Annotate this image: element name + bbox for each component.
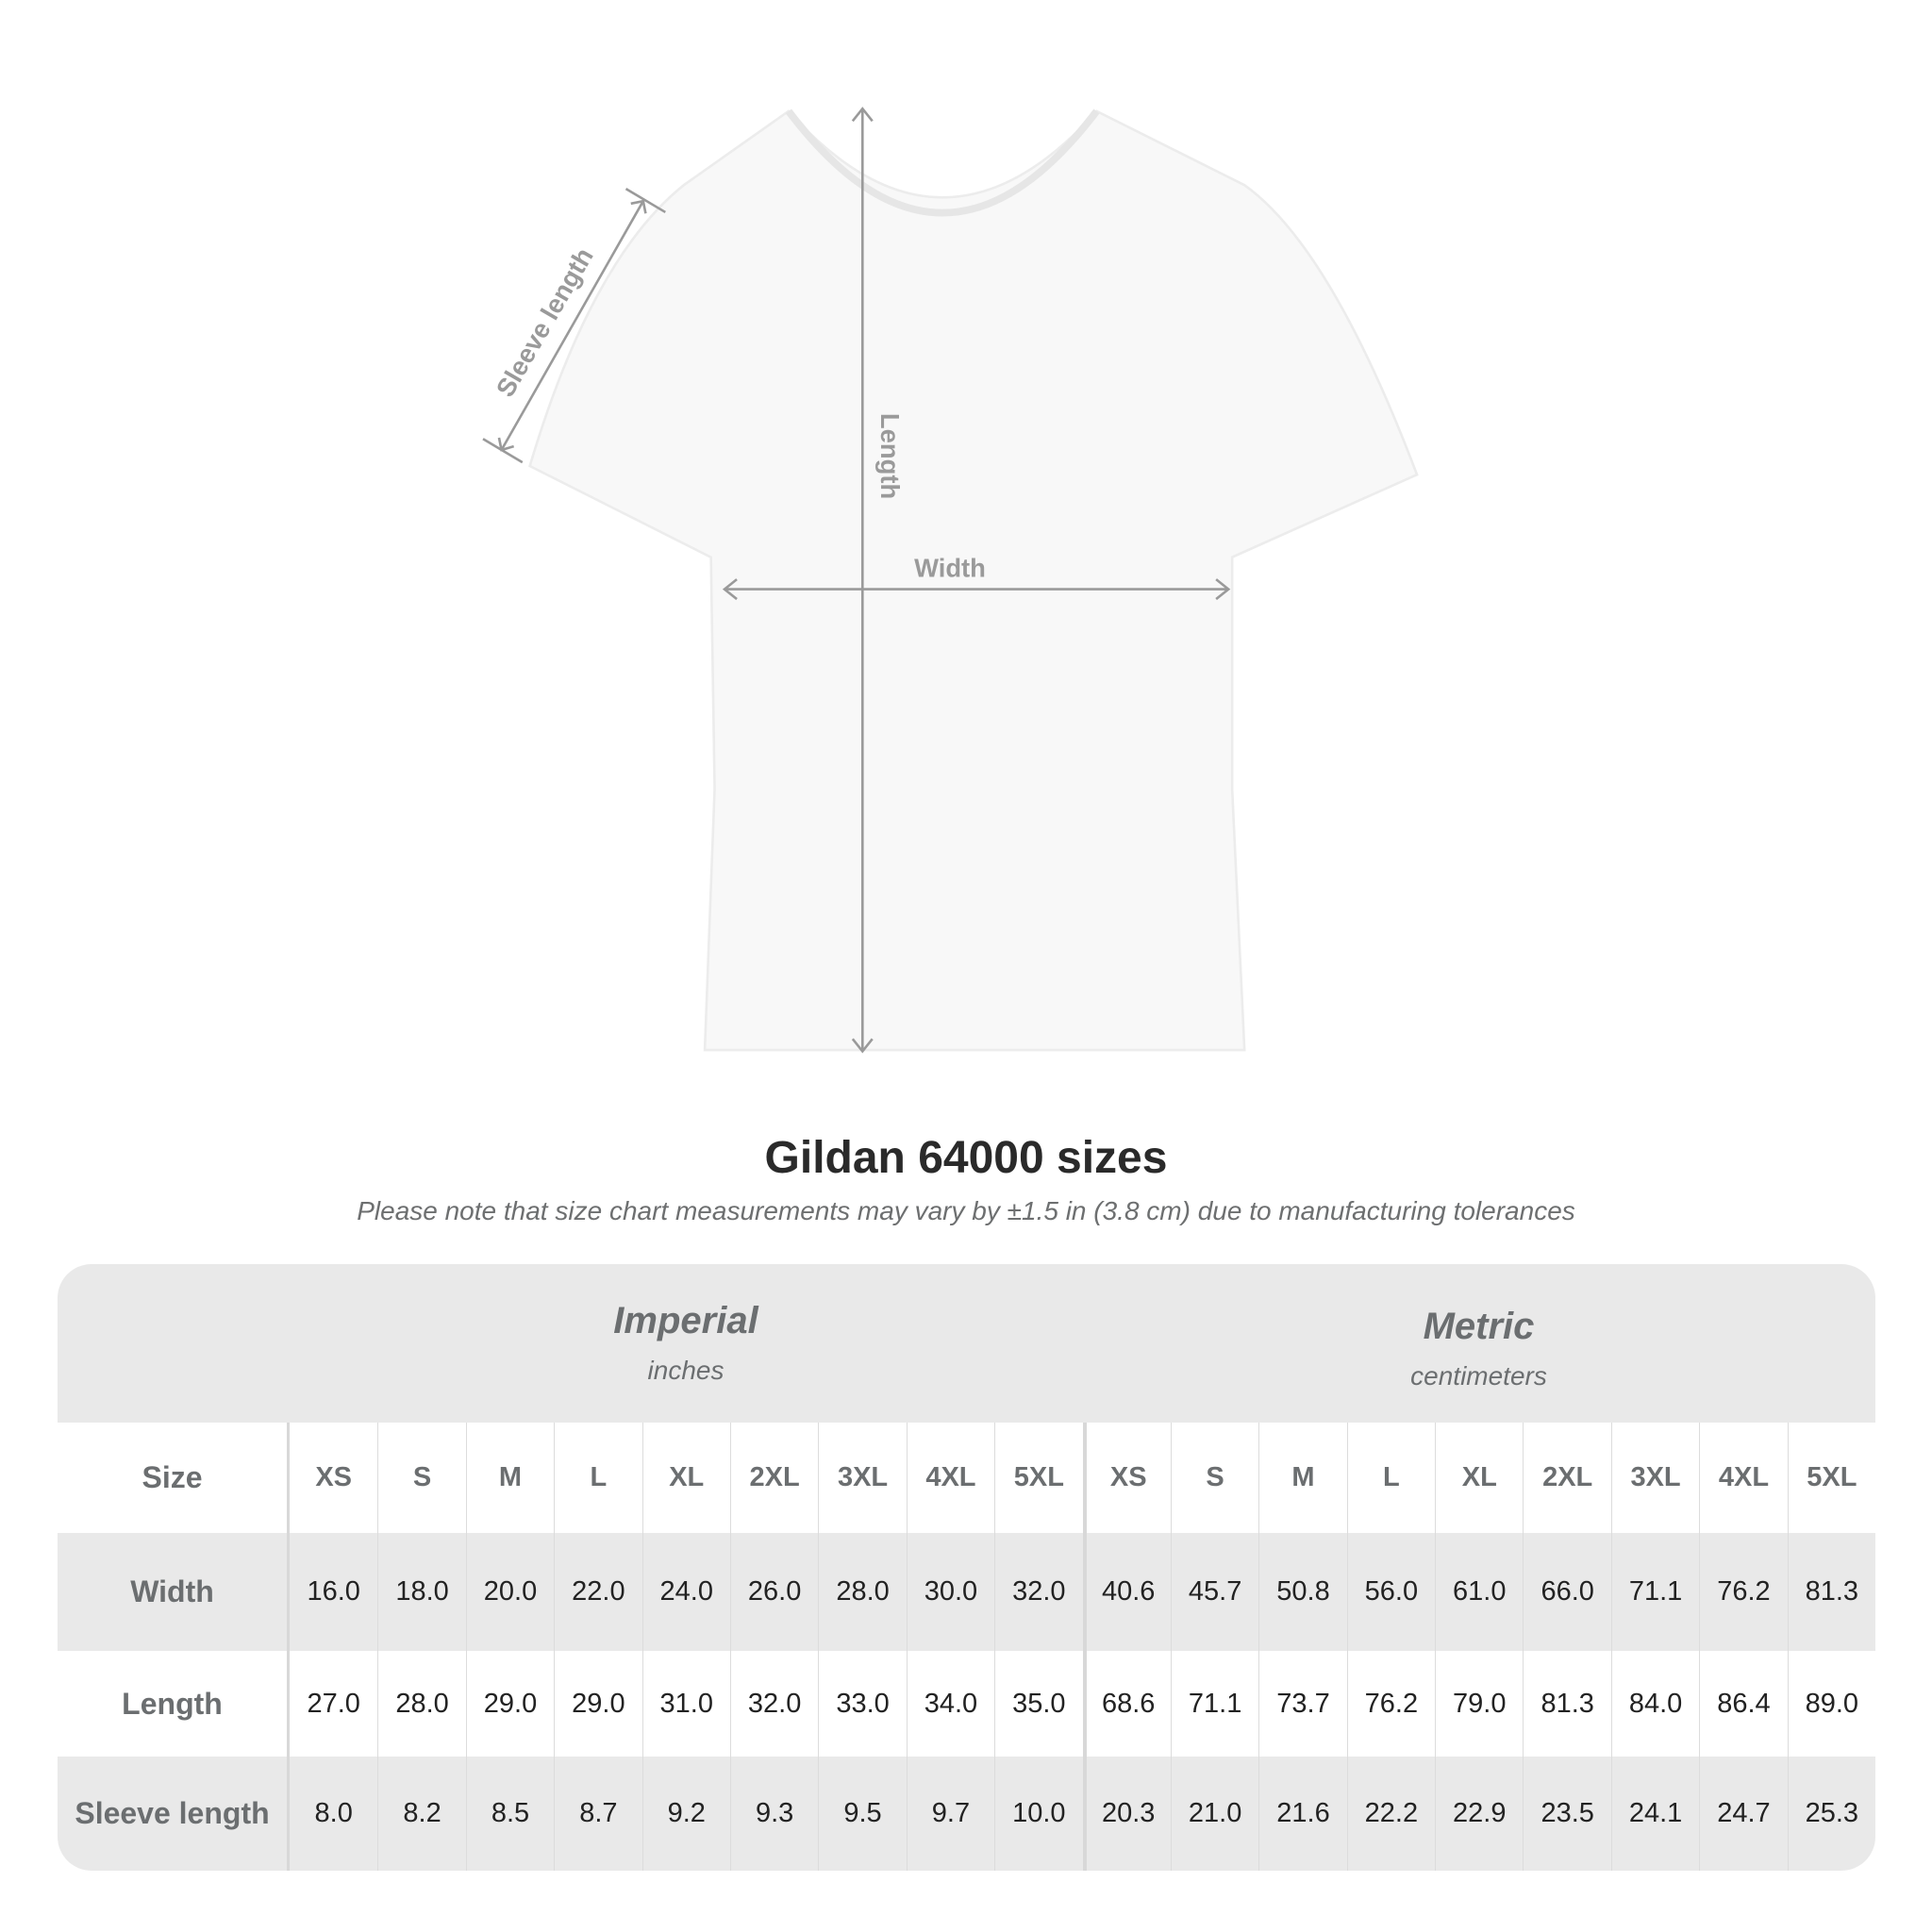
imperial-title: Imperial: [613, 1300, 758, 1341]
imperial-value: 8.5: [465, 1757, 554, 1871]
metric-value: 24.7: [1699, 1757, 1787, 1871]
metric-value: 73.7: [1258, 1651, 1346, 1757]
imperial-value: 9.5: [818, 1757, 906, 1871]
size-header-imperial: XS: [315, 1462, 353, 1492]
metric-value: 22.9: [1435, 1757, 1523, 1871]
size-header-metric: L: [1346, 1423, 1435, 1533]
imperial-value: 32.0: [729, 1651, 818, 1757]
imperial-value: 18.0: [377, 1533, 465, 1651]
metric-value: 79.0: [1435, 1651, 1523, 1757]
size-table: Imperial inches Metric centimeters Size X…: [58, 1264, 1875, 1871]
page-title: Gildan 64000 sizes: [764, 1133, 1168, 1183]
imperial-value: 32.0: [994, 1533, 1082, 1651]
imperial-value: 8.7: [554, 1757, 641, 1871]
imperial-header: Imperial inches: [290, 1264, 1082, 1458]
size-header-metric: 3XL: [1610, 1423, 1699, 1533]
tolerance-note: Please note that size chart measurements…: [357, 1196, 1575, 1225]
size-header-imperial: S: [377, 1423, 465, 1533]
metric-value: 61.0: [1435, 1533, 1523, 1651]
size-header-imperial: M: [465, 1423, 554, 1533]
metric-value: 25.3: [1787, 1757, 1875, 1871]
imperial-value: 22.0: [554, 1533, 641, 1651]
imperial-value: 9.7: [906, 1757, 994, 1871]
table-row: Sleeve length 8.0 8.2 8.5 8.7 9.2 9.3 9.5 9.7 10.…: [58, 1757, 1875, 1871]
sleeve-ticks: [482, 187, 666, 464]
size-header-imperial: 2XL: [729, 1423, 818, 1533]
table-row: Width 16.0 18.0 20.0 22.0 24.0 26.0 28.0 30.0 32.…: [58, 1533, 1875, 1651]
row-label: Length: [58, 1651, 290, 1757]
metric-value: 45.7: [1170, 1533, 1258, 1651]
metric-value: 71.1: [1170, 1651, 1258, 1757]
metric-value: 86.4: [1699, 1651, 1787, 1757]
metric-value: 22.2: [1346, 1757, 1435, 1871]
imperial-value: 30.0: [906, 1533, 994, 1651]
row-label: Width: [58, 1533, 290, 1651]
metric-value: 50.8: [1258, 1533, 1346, 1651]
imperial-value: 24.0: [641, 1533, 730, 1651]
imperial-value: 8.0: [314, 1798, 353, 1828]
imperial-value: 31.0: [641, 1651, 730, 1757]
metric-value: 21.0: [1170, 1757, 1258, 1871]
tshirt-diagram: Sleeve length Length Width: [482, 107, 1419, 1054]
size-header-imperial: 4XL: [906, 1423, 994, 1533]
metric-value: 66.0: [1523, 1533, 1610, 1651]
imperial-value: 10.0: [994, 1757, 1082, 1871]
metric-value: 23.5: [1523, 1757, 1610, 1871]
imperial-value: 34.0: [906, 1651, 994, 1757]
size-header-imperial: 3XL: [818, 1423, 906, 1533]
imperial-value: 16.0: [307, 1576, 360, 1607]
imperial-value: 33.0: [818, 1651, 906, 1757]
metric-value: 81.3: [1523, 1651, 1610, 1757]
metric-header: Metric centimeters: [1082, 1264, 1875, 1464]
metric-value: 76.2: [1346, 1651, 1435, 1757]
table-row: Length 27.0 28.0 29.0 29.0 31.0 32.0 33.0 34.0 35…: [58, 1651, 1875, 1757]
metric-value: 81.3: [1787, 1533, 1875, 1651]
metric-value: 84.0: [1610, 1651, 1699, 1757]
size-header-row: Size XS S M L XL 2XL 3XL 4XL 5XL XS S M L XL 2XL 3XL 4XL 5…: [58, 1423, 1875, 1533]
size-header-metric: S: [1170, 1423, 1258, 1533]
imperial-value: 20.0: [465, 1533, 554, 1651]
size-header-imperial: L: [554, 1423, 641, 1533]
imperial-value: 28.0: [818, 1533, 906, 1651]
tshirt-collar: [785, 108, 1100, 217]
imperial-value: 29.0: [465, 1651, 554, 1757]
size-header-metric: XL: [1435, 1423, 1523, 1533]
imperial-value: 9.3: [729, 1757, 818, 1871]
metric-title: Metric: [1423, 1306, 1535, 1347]
size-header-imperial: 5XL: [994, 1423, 1082, 1533]
imperial-value: 28.0: [377, 1651, 465, 1757]
metric-unit: centimeters: [1410, 1361, 1547, 1391]
row-label: Sleeve length: [58, 1757, 290, 1871]
sleeve-arrow: [500, 200, 644, 451]
size-header-metric: XS: [1082, 1423, 1171, 1533]
imperial-value: 8.2: [377, 1757, 465, 1871]
size-header-imperial: XL: [641, 1423, 730, 1533]
size-header-metric: 5XL: [1787, 1423, 1875, 1533]
metric-value: 56.0: [1346, 1533, 1435, 1651]
metric-value: 21.6: [1258, 1757, 1346, 1871]
imperial-value: 9.2: [641, 1757, 730, 1871]
size-header-metric: M: [1258, 1423, 1346, 1533]
width-label: Width: [914, 554, 986, 583]
metric-value: 68.6: [1082, 1651, 1171, 1757]
metric-value: 24.1: [1610, 1757, 1699, 1871]
length-arrowheads: [851, 107, 874, 1054]
size-header-metric: 2XL: [1523, 1423, 1610, 1533]
length-label: Length: [875, 413, 905, 499]
metric-value: 76.2: [1699, 1533, 1787, 1651]
metric-value: 89.0: [1787, 1651, 1875, 1757]
tshirt-shape: [528, 109, 1419, 1052]
size-header-metric: 4XL: [1699, 1423, 1787, 1533]
imperial-value: 26.0: [729, 1533, 818, 1651]
metric-value: 40.6: [1082, 1533, 1171, 1651]
imperial-value: 29.0: [554, 1651, 641, 1757]
metric-value: 71.1: [1610, 1533, 1699, 1651]
metric-value: 20.3: [1082, 1757, 1171, 1871]
imperial-unit: inches: [647, 1356, 724, 1385]
width-arrowheads: [722, 578, 1231, 601]
size-label: Size: [58, 1423, 290, 1533]
imperial-value: 35.0: [994, 1651, 1082, 1757]
imperial-value: 27.0: [307, 1688, 360, 1719]
